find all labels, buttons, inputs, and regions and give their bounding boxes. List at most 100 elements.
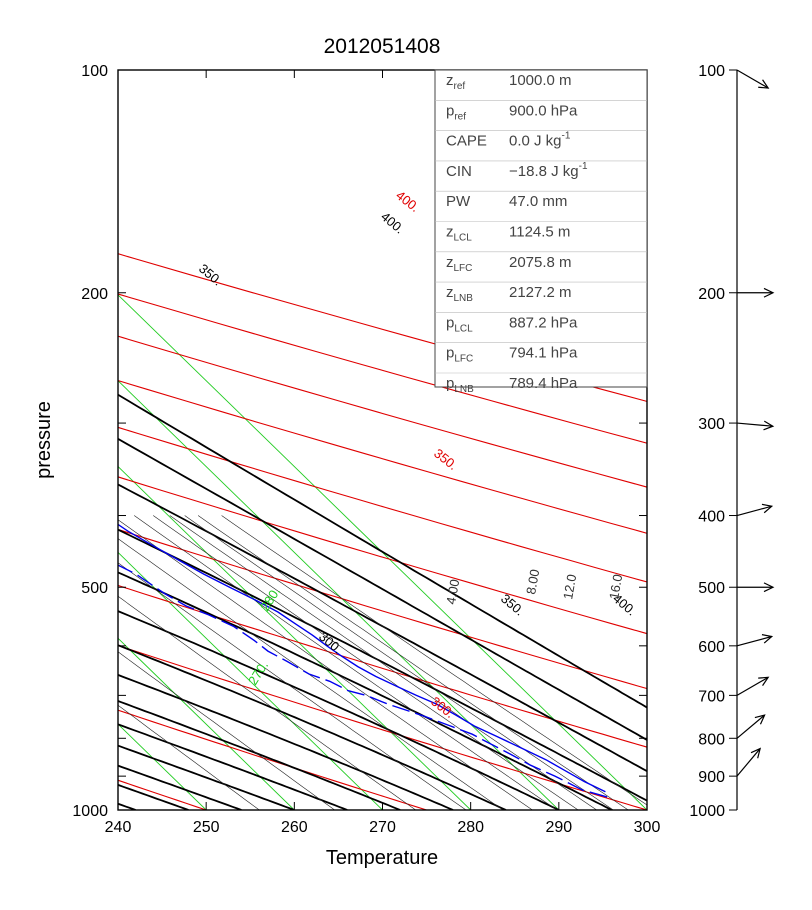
wind-tick-label: 100 (698, 63, 725, 80)
info-label-sub: ref (454, 111, 466, 122)
dry-adiabat-line (118, 779, 207, 810)
info-label-sub: ref (454, 81, 466, 92)
info-value: 789.4 hPa (509, 375, 578, 392)
wind-tick-label: 1000 (689, 803, 725, 820)
dry-adiabat-label: 350. (431, 446, 460, 473)
mixing-ratio-line (118, 704, 260, 810)
mixing-ratio-line (118, 595, 416, 810)
isotherm-line (118, 465, 472, 810)
moist-adiabat-line (118, 673, 454, 810)
wind-barb-head (754, 714, 766, 725)
y-tick-label: 100 (81, 63, 108, 80)
isotherm-line (118, 809, 119, 810)
wind-barb-shaft (736, 748, 761, 777)
moist-adiabat-label: 400. (378, 209, 407, 237)
moist-adiabat-line (118, 571, 613, 810)
wind-tick-label: 200 (698, 286, 725, 303)
x-tick-label: 260 (281, 819, 308, 836)
moist-adiabat-label: 300. (316, 629, 345, 657)
info-value: 2075.8 m (509, 254, 572, 271)
isotherm-line (0, 70, 30, 810)
x-tick-label: 270 (369, 819, 396, 836)
info-label: CAPE (446, 133, 487, 150)
info-label-sub: LNB (454, 293, 474, 304)
wind-barb-head (750, 747, 762, 759)
wind-barb-shaft (736, 676, 769, 696)
axis-ticks: 240 250 260 270 280 290 300 100 200 500 1000 (72, 63, 660, 836)
y-tick-label: 200 (81, 286, 108, 303)
dry-adiabat-label: 400. (393, 188, 422, 215)
dry-adiabat-line (118, 709, 427, 810)
x-tick-label: 300 (634, 819, 661, 836)
mixing-ratio-label: 16.0 (606, 573, 625, 601)
wind-barb-head (758, 79, 770, 89)
info-label-sub: LFC (454, 354, 473, 365)
wind-tick-label: 500 (698, 580, 725, 597)
isotherm-label: 270. (245, 658, 271, 687)
wind-tick-label: 400 (698, 509, 725, 526)
moist-adiabat-line (118, 483, 647, 773)
info-label: CIN (446, 163, 472, 180)
wind-barb-head (763, 287, 775, 298)
info-value: −18.8 J kg-1 (509, 161, 588, 180)
mixing-ratio-line (118, 519, 533, 810)
moist-adiabat-label: 350. (498, 591, 527, 619)
info-value: 887.2 hPa (509, 314, 578, 331)
x-axis-title: Temperature (326, 847, 438, 869)
info-value-sup: -1 (562, 131, 571, 142)
moist-adiabat-line (118, 528, 647, 802)
info-value: 794.1 hPa (509, 345, 578, 362)
wind-barb-shaft (736, 635, 772, 647)
info-label-sub: LCL (454, 323, 473, 334)
wind-barb-shaft (736, 422, 773, 427)
mixing-ratio-line (118, 562, 467, 810)
moist-adiabat-line (118, 644, 507, 810)
isotherm-line (118, 294, 647, 810)
chart-title: 2012051408 (324, 35, 441, 58)
info-value: 47.0 mm (509, 193, 567, 210)
dry-adiabat-line (118, 528, 647, 690)
x-tick-label: 240 (105, 819, 132, 836)
mixing-ratio-line (134, 515, 558, 810)
info-label-sub: LFC (454, 263, 473, 274)
info-label-sub: LCL (454, 233, 473, 244)
mixing-ratio-line (118, 538, 504, 810)
mixing-ratio-line (184, 515, 614, 810)
wind-barb-head (761, 634, 774, 644)
wind-barb-shaft (736, 505, 772, 517)
plot-area: 220.240.260.270.280.400.350.300.400.350.… (0, 70, 647, 810)
info-value: 1124.5 m (509, 224, 570, 241)
temperature-profile (118, 523, 606, 793)
dry-adiabat-line (118, 293, 647, 444)
mixing-ratio-label: 4.00 (443, 578, 462, 606)
x-tick-label: 250 (193, 819, 220, 836)
wind-tick-label: 700 (698, 688, 725, 705)
isotherm-line (118, 551, 383, 810)
mixing-ratio-label: 12.0 (560, 573, 579, 601)
wind-barb-shaft (736, 714, 765, 739)
y-tick-label: 1000 (72, 803, 108, 820)
mixing-ratio-line (221, 515, 647, 806)
info-value-sup: -1 (579, 161, 588, 172)
moist-adiabat-line (118, 700, 401, 810)
info-label-sub: LNB (454, 384, 474, 395)
moist-adiabat-line (0, 70, 30, 810)
wind-tick-label: 300 (698, 416, 725, 433)
mixing-ratio-line (118, 651, 335, 810)
dry-adiabat-line (118, 335, 647, 488)
wind-barb-shaft (736, 69, 769, 89)
dewpoint-profile (118, 564, 608, 798)
mixing-ratio-line (169, 515, 597, 810)
info-value: 0.0 J kg-1 (509, 131, 571, 150)
moist-adiabat-line (118, 610, 560, 810)
wind-barb-head (763, 420, 775, 431)
info-label: PW (446, 193, 471, 210)
mixing-ratio-line (197, 515, 629, 810)
wind-barb-head (763, 582, 775, 593)
info-box-frame (434, 69, 648, 388)
moist-adiabat-line (118, 723, 348, 810)
wind-barb-head (761, 503, 774, 514)
isotherm-line (118, 723, 207, 810)
moist-adiabat-line (118, 744, 295, 810)
